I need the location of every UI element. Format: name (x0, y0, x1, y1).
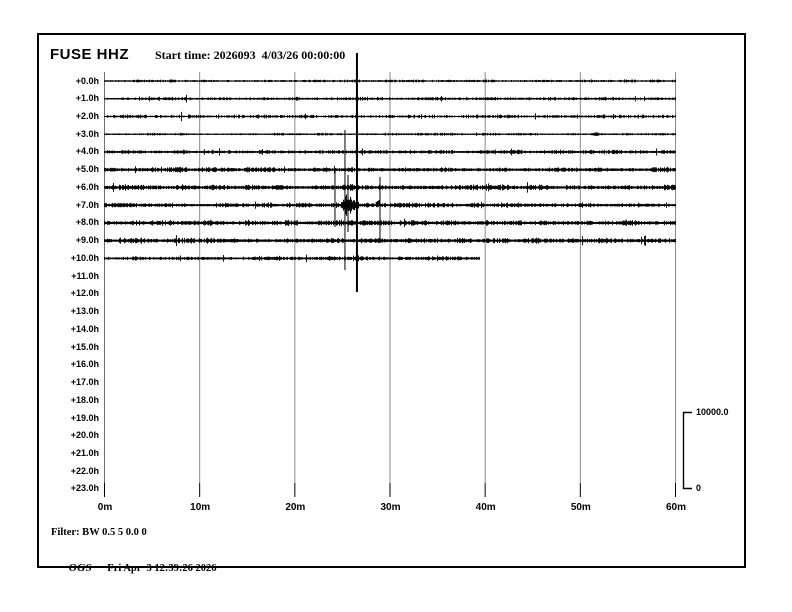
scale-min-label: 0 (696, 483, 702, 493)
filter-info: Filter: BW 0.5 5 0.0 0 (51, 527, 147, 538)
time-axis-label: 10m (190, 502, 211, 513)
time-axis-label: 40m (475, 502, 496, 513)
hour-label: +7.0h (75, 199, 99, 210)
time-axis-label: 20m (285, 502, 306, 513)
hour-label: +10.0h (70, 252, 99, 263)
hour-label: +15.0h (70, 341, 99, 352)
hour-label: +5.0h (75, 164, 99, 175)
hour-label: +4.0h (75, 146, 99, 157)
org-label: OGS (68, 562, 93, 574)
time-axis-label: 60m (665, 502, 686, 513)
hour-label: +20.0h (70, 430, 99, 441)
hour-label: +23.0h (70, 483, 99, 494)
hour-label: +11.0h (71, 270, 99, 281)
time-axis-label: 30m (380, 502, 401, 513)
hour-label: +1.0h (75, 93, 99, 104)
hour-label: +6.0h (75, 181, 99, 192)
render-timestamp: Fri Apr 3 12:39:26 2026 (107, 563, 217, 574)
scale-max-label: 10000.0 (696, 407, 729, 417)
station-title: FUSE HHZ (50, 46, 129, 63)
hour-label: +18.0h (70, 394, 99, 405)
hour-label: +9.0h (75, 235, 99, 246)
hour-label: +16.0h (70, 359, 99, 370)
footer-credit: OGS Fri Apr 3 12:39:26 2026 (51, 540, 217, 594)
hour-label: +21.0h (70, 448, 99, 459)
hour-label: +8.0h (75, 217, 99, 228)
hour-label: +12.0h (70, 288, 99, 299)
start-time-label: Start time: 2026093 4/03/26 00:00:00 (155, 48, 346, 62)
hour-label: +13.0h (70, 306, 99, 317)
hour-label: +2.0h (75, 110, 99, 121)
hour-label: +3.0h (75, 128, 99, 139)
time-axis-label: 0m (97, 502, 113, 513)
hour-label: +22.0h (70, 465, 99, 476)
hour-label: +19.0h (70, 412, 99, 423)
hour-label: +0.0h (75, 75, 99, 86)
time-axis-label: 50m (570, 502, 591, 513)
hour-label: +14.0h (70, 323, 99, 334)
hour-label: +17.0h (70, 377, 99, 388)
plot-frame-border (37, 33, 746, 568)
